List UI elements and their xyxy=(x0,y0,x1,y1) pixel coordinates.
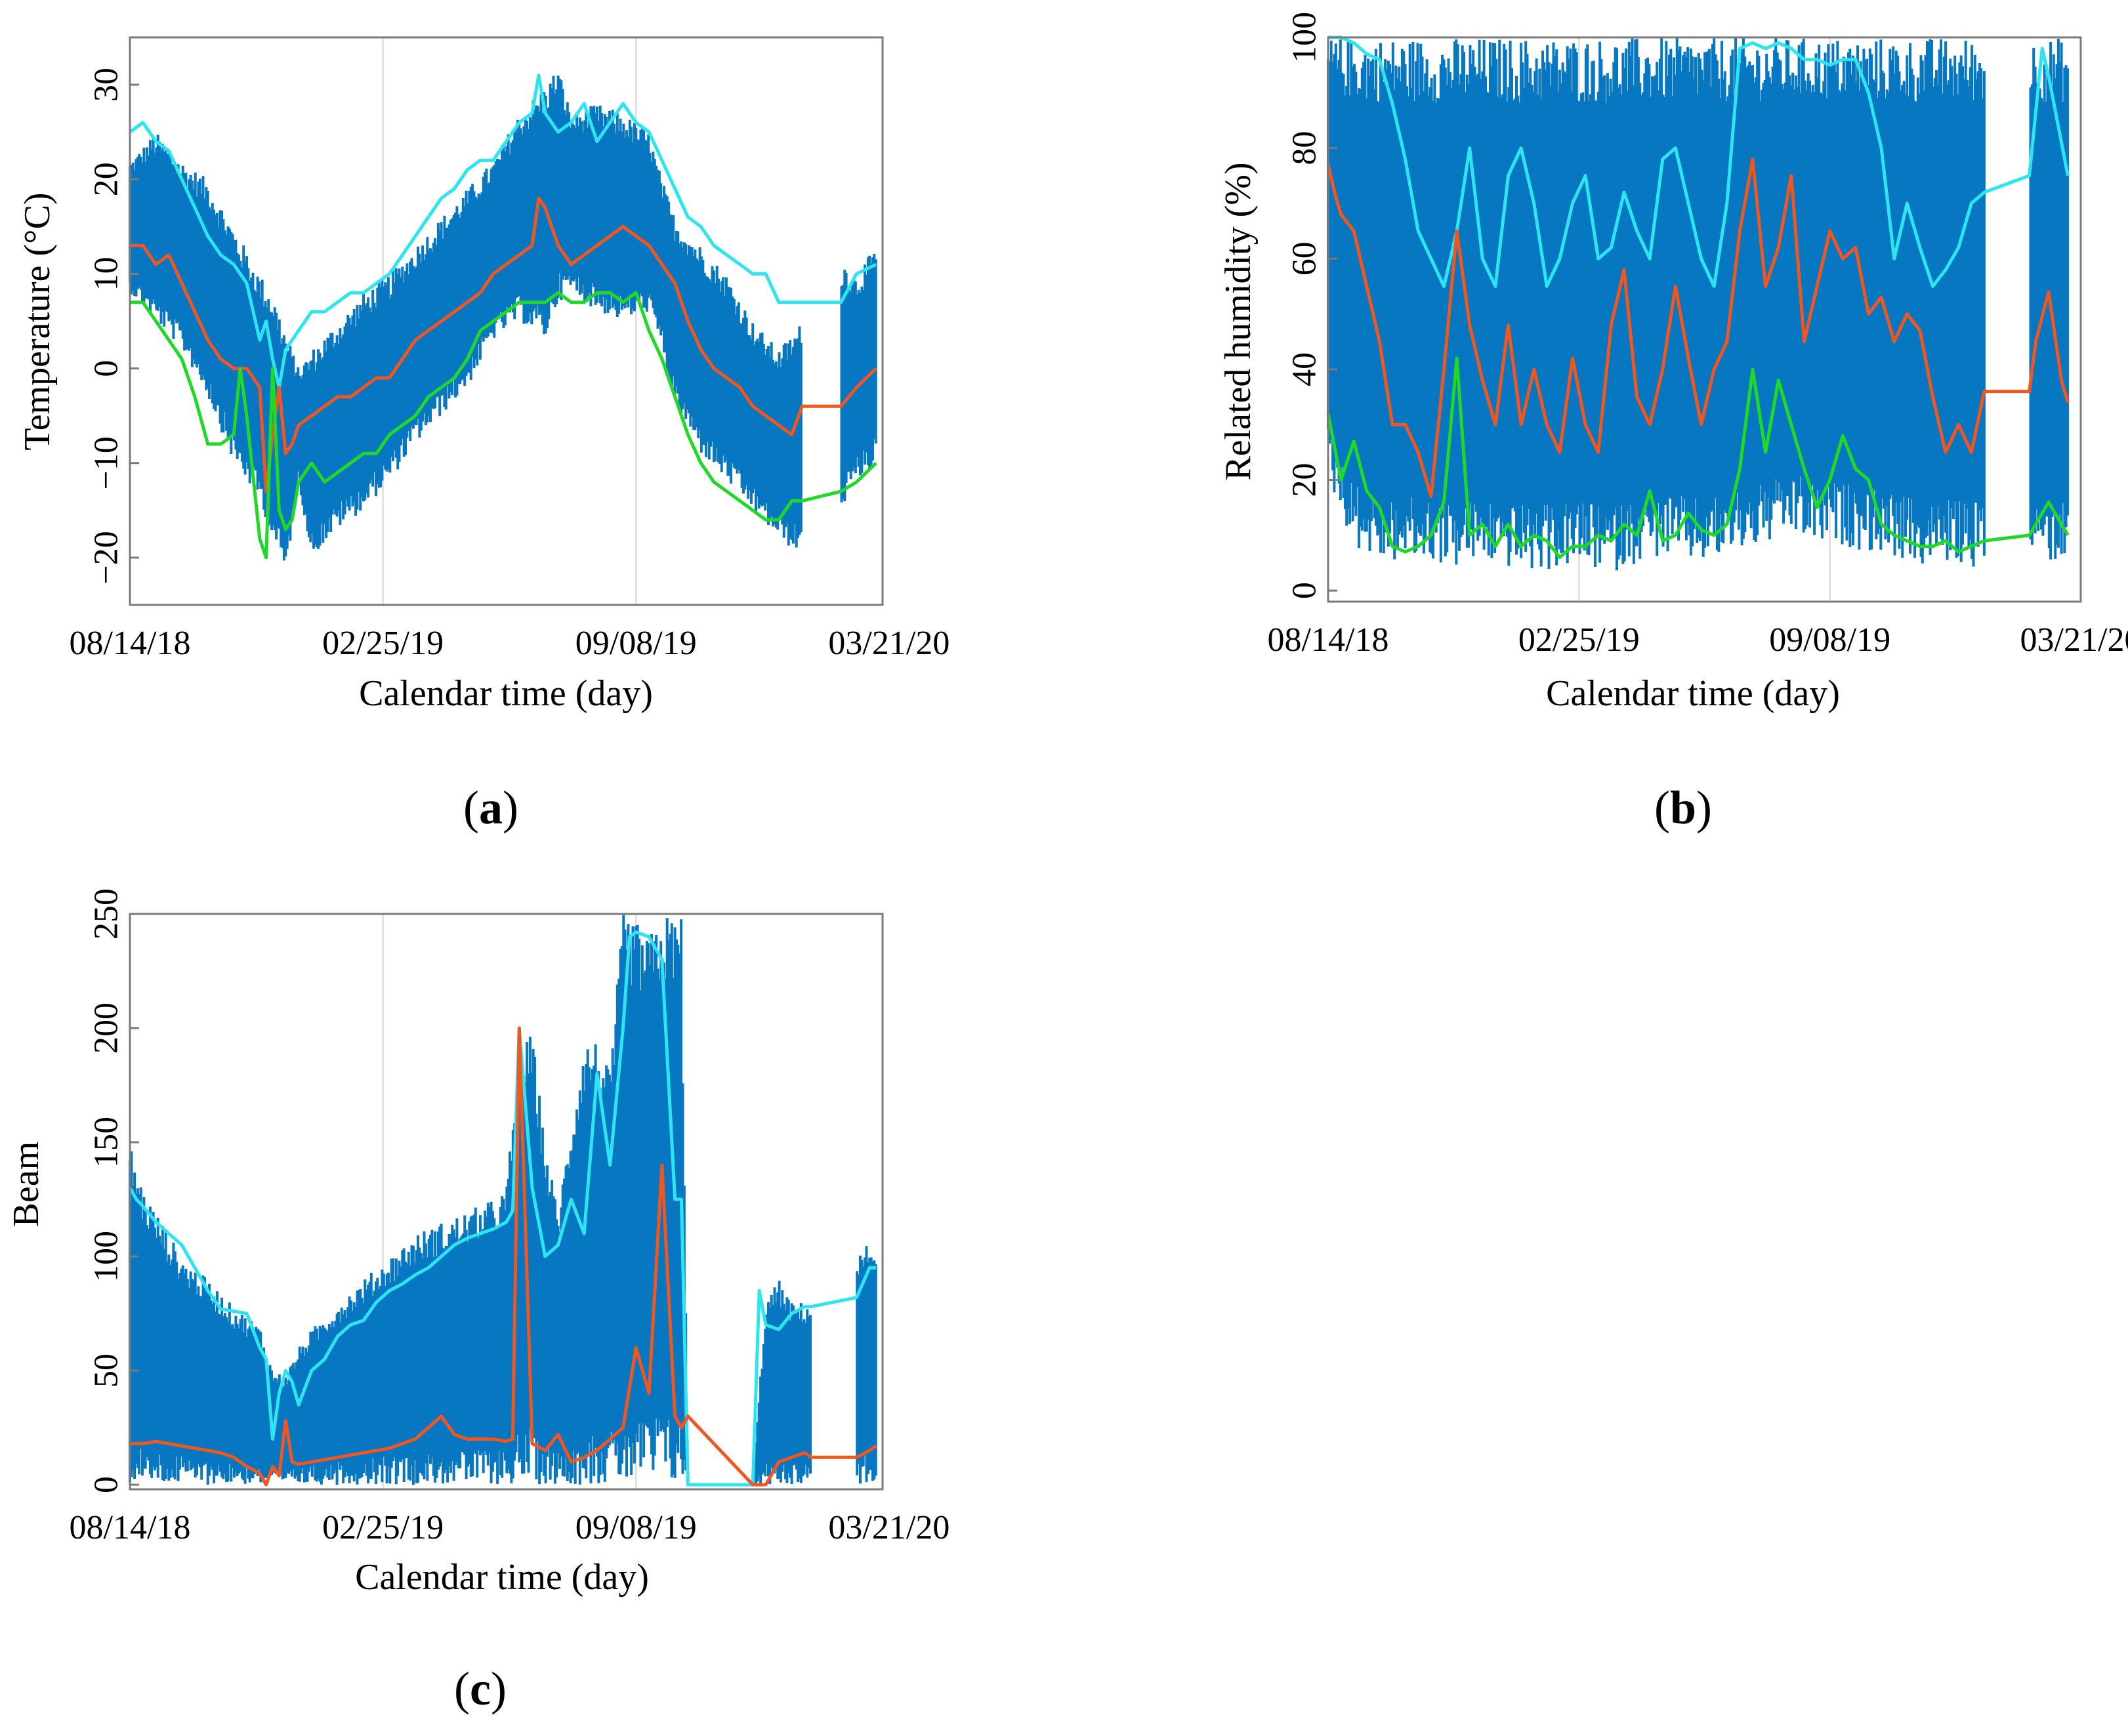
panel-b-frame xyxy=(1327,36,2082,603)
panel-c-series-average xyxy=(130,1026,877,1487)
panel-b-data xyxy=(1326,35,2070,571)
panel-a-x-axis-label: Calendar time (day) xyxy=(359,673,653,714)
panel-b-x-axis-label: Calendar time (day) xyxy=(1546,673,1840,714)
panel-a-x-tick-label-0: 08/14/18 xyxy=(70,625,191,662)
panel-b-y-axis-label: Related humidity (%) xyxy=(1218,162,1259,480)
panel-b-x-tick-label-2: 09/08/19 xyxy=(1769,621,1890,659)
panel-b-humidity: 08/14/18 02/25/19 09/08/19 03/21/20 0 20 40 60 8… xyxy=(1218,12,2128,834)
panel-c-series-upper-envelope xyxy=(128,930,877,1487)
panel-c-ticks: 08/14/18 02/25/19 09/08/19 03/21/20 0 50 100 15… xyxy=(70,888,950,1546)
panel-c-x-tick-label-0: 08/14/18 xyxy=(70,1509,191,1546)
panel-b-series-lower-envelope xyxy=(1326,356,2070,559)
panel-a-series-average xyxy=(130,196,877,493)
panel-b-y-tick-label-0: 0 xyxy=(1286,582,1324,599)
panel-c-caption: (c) xyxy=(454,1663,507,1715)
panel-a-caption: (a) xyxy=(463,781,518,834)
panel-c-x-tick-label-2: 09/08/19 xyxy=(575,1509,697,1546)
panel-c-x-tick-label-1: 02/25/19 xyxy=(322,1509,444,1546)
panel-b-y-tick-label-2: 40 xyxy=(1286,352,1324,386)
panel-c-y-axis-label: Beam xyxy=(6,1142,47,1228)
panel-b-y-tick-label-4: 80 xyxy=(1286,131,1324,165)
panel-a-y-tick-label-1: −10 xyxy=(88,436,125,489)
panel-c-data xyxy=(128,915,877,1487)
panel-b-x-tick-label-3: 03/21/20 xyxy=(2020,621,2128,659)
panel-c-x-axis-label: Calendar time (day) xyxy=(355,1557,649,1598)
panel-c-y-tick-label-5: 250 xyxy=(88,888,125,940)
panel-a-y-tick-label-4: 20 xyxy=(88,162,125,196)
panel-a-y-tick-label-3: 10 xyxy=(88,257,125,291)
panel-c-beam: 08/14/18 02/25/19 09/08/19 03/21/20 0 50 100 15… xyxy=(6,888,949,1715)
panel-a-temperature: 08/14/18 02/25/19 09/08/19 03/21/20 −20 −10 0 1… xyxy=(17,36,950,834)
panel-c-frame xyxy=(129,913,884,1491)
panel-b-y-tick-label-1: 20 xyxy=(1286,463,1324,497)
panel-b-series-raw-data xyxy=(1327,37,2069,571)
panel-a-y-axis-label: Temperature (°C) xyxy=(17,192,58,450)
panel-a-y-tick-label-5: 30 xyxy=(88,68,125,102)
panel-b-y-tick-label-3: 60 xyxy=(1286,241,1324,276)
panel-b-series-upper-envelope xyxy=(1328,35,2070,288)
panel-a-x-tick-label-1: 02/25/19 xyxy=(322,625,444,662)
panel-a-ticks: 08/14/18 02/25/19 09/08/19 03/21/20 −20 −10 0 1… xyxy=(70,68,950,662)
panel-c-y-tick-label-0: 0 xyxy=(88,1476,125,1493)
panel-b-y-tick-label-5: 100 xyxy=(1286,12,1324,63)
panel-a-x-tick-label-3: 03/21/20 xyxy=(828,625,949,662)
panel-b-x-tick-label-1: 02/25/19 xyxy=(1518,621,1640,659)
panel-b-caption: (b) xyxy=(1654,781,1712,834)
panel-c-y-tick-label-1: 50 xyxy=(88,1354,125,1388)
panel-a-series-upper-envelope xyxy=(129,73,877,389)
panel-a-y-tick-label-2: 0 xyxy=(88,360,125,377)
panel-a-x-tick-label-2: 09/08/19 xyxy=(575,625,697,662)
panel-c-y-tick-label-2: 100 xyxy=(88,1231,125,1282)
panel-a-frame xyxy=(129,36,884,606)
panel-c-x-tick-label-3: 03/21/20 xyxy=(828,1509,949,1546)
panel-b-series-average xyxy=(1326,157,2070,499)
panel-a-series-lower-envelope xyxy=(130,291,877,560)
panel-b-x-tick-label-0: 08/14/18 xyxy=(1268,621,1389,659)
panel-a-y-tick-label-0: −20 xyxy=(88,531,125,584)
panel-c-y-tick-label-3: 150 xyxy=(88,1117,125,1168)
panel-b-ticks: 08/14/18 02/25/19 09/08/19 03/21/20 0 20 40 60 8… xyxy=(1268,12,2128,659)
panel-c-y-tick-label-4: 200 xyxy=(88,1002,125,1054)
